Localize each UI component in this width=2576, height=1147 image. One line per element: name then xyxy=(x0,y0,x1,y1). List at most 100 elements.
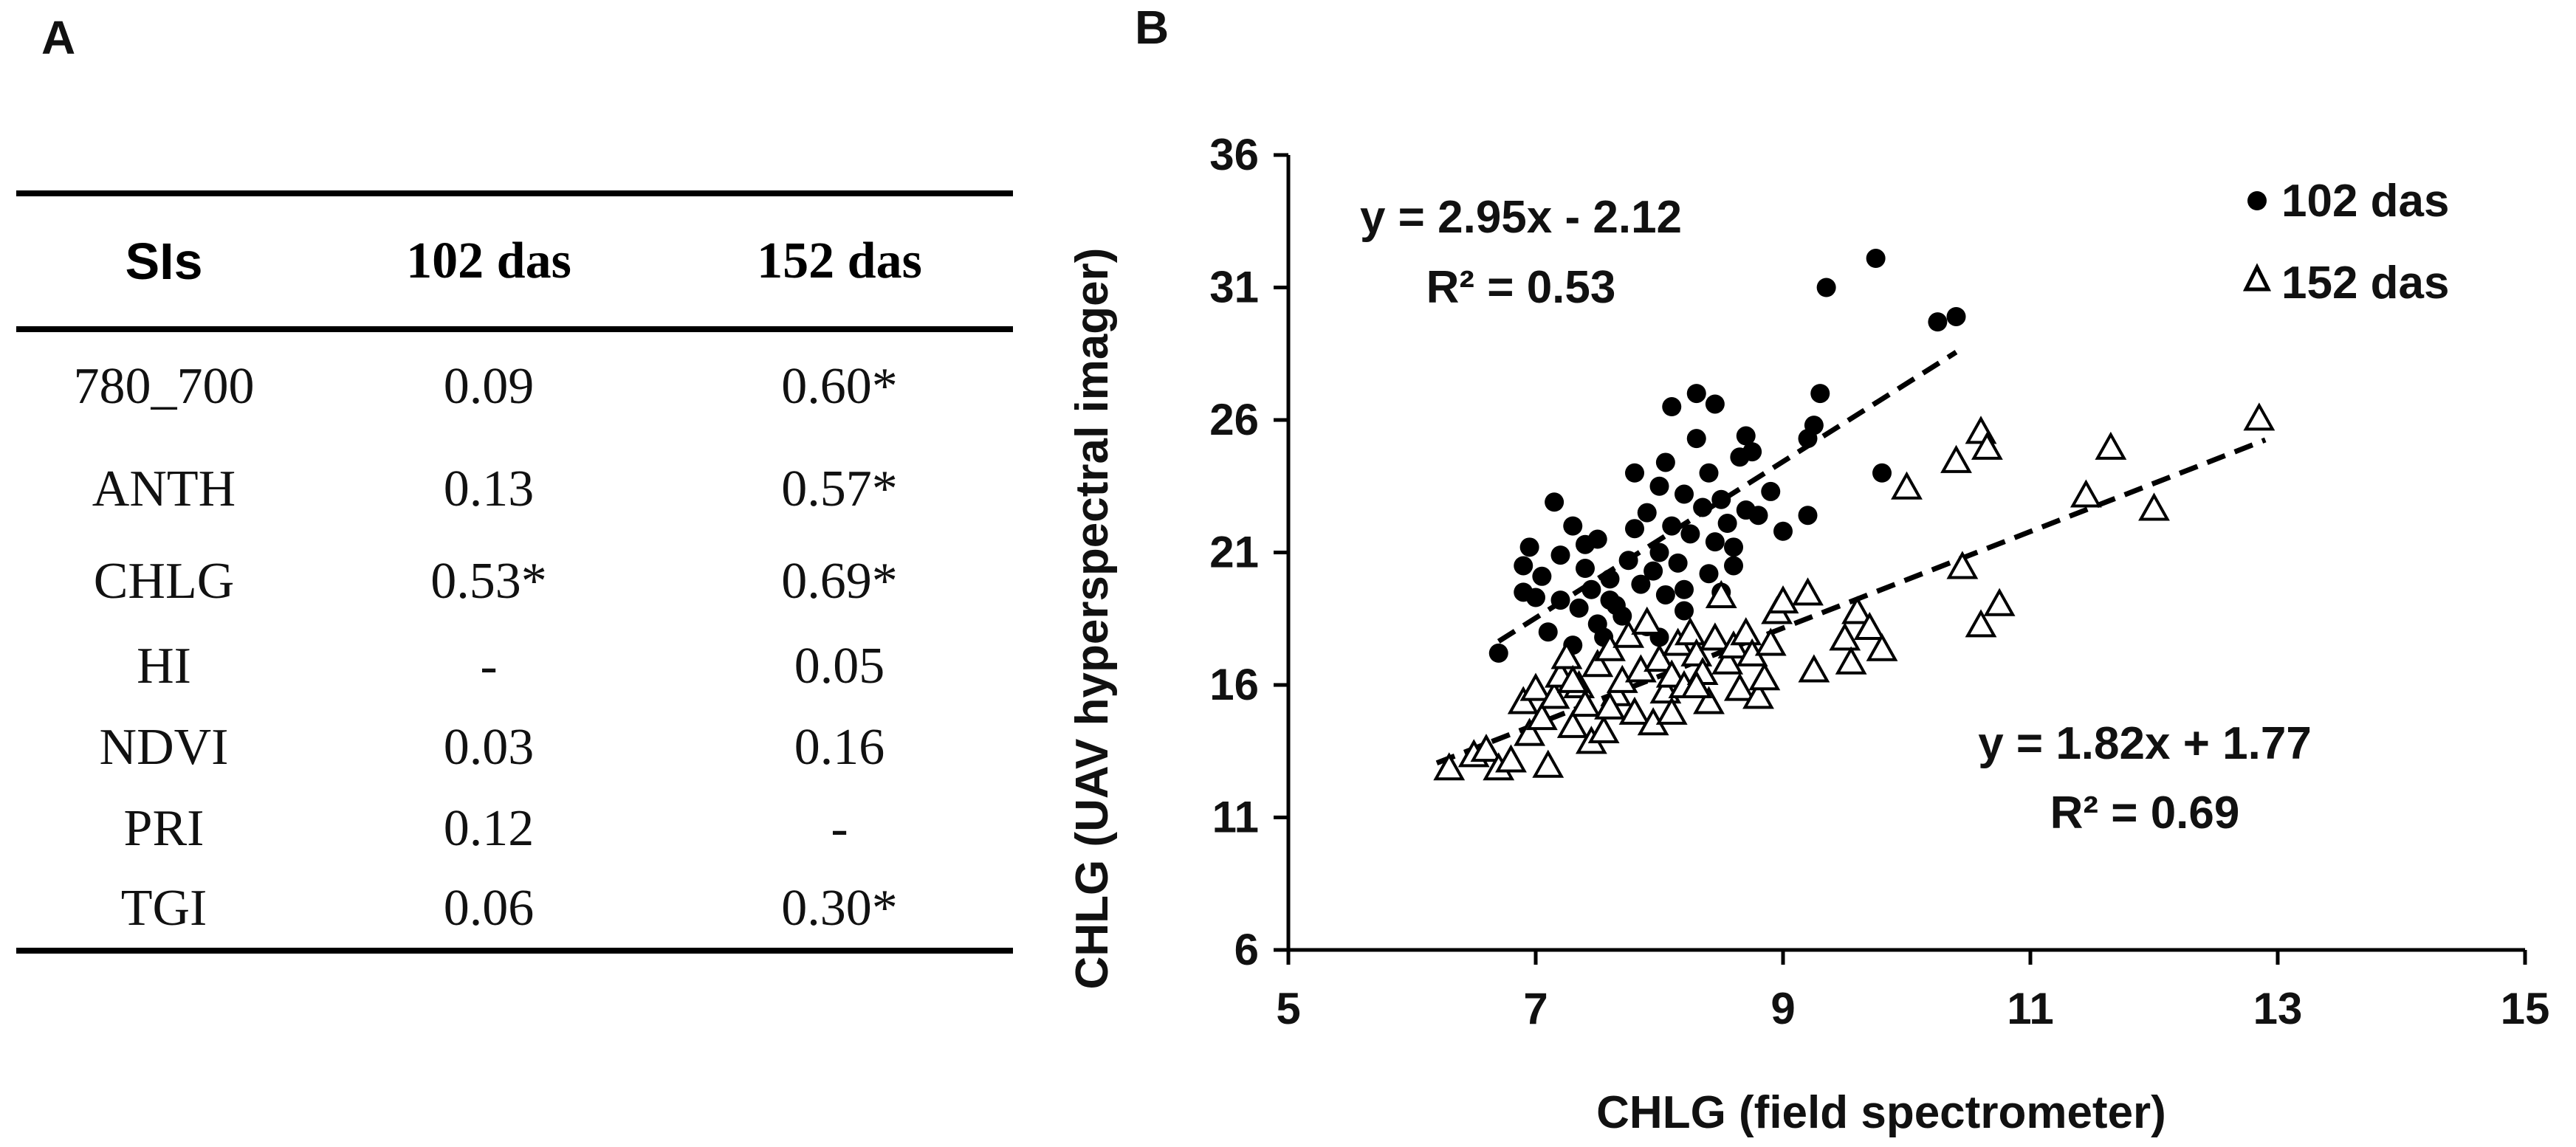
legend-label-102-das: 102 das xyxy=(2281,176,2450,227)
x-tick-label: 15 xyxy=(2501,984,2550,1033)
data-point-152-das xyxy=(1569,689,1601,717)
data-point-152-das xyxy=(2138,492,2170,521)
data-point-152-das xyxy=(2070,479,2102,508)
data-point-102-das xyxy=(1625,463,1644,483)
table-cell: TGI xyxy=(120,880,207,937)
table-cell: 0.12 xyxy=(443,800,535,857)
y-tick-label: 6 xyxy=(1234,925,1259,974)
data-point-102-das xyxy=(1538,622,1558,642)
data-point-102-das xyxy=(1550,545,1570,565)
data-point-152-das xyxy=(1693,686,1725,714)
data-point-102-das xyxy=(1705,532,1725,552)
data-point-102-das xyxy=(1699,463,1719,483)
data-point-102-das xyxy=(1625,519,1644,539)
table-cell: 0.30* xyxy=(781,880,898,937)
data-point-102-das xyxy=(1644,561,1663,581)
data-point-152-das xyxy=(1532,749,1565,778)
data-point-102-das xyxy=(1649,542,1669,562)
data-point-152-das xyxy=(1711,646,1744,675)
table-cell: PRI xyxy=(123,800,205,857)
data-point-102-das xyxy=(1637,503,1657,523)
data-point-152-das xyxy=(1655,696,1688,725)
table-row: HI - 0.05 xyxy=(16,626,1013,707)
table-cell: ANTH xyxy=(92,461,236,517)
table-cell: 0.53* xyxy=(430,553,547,610)
table-cell: - xyxy=(831,800,848,857)
correlation-table: SIs 102 das 152 das 780_700 0.09 0.60* A… xyxy=(16,190,1013,954)
table-row: TGI 0.06 0.30* xyxy=(16,869,1013,951)
data-point-102-das xyxy=(1576,534,1595,554)
data-point-152-das xyxy=(1594,691,1626,720)
data-point-102-das xyxy=(1649,476,1669,496)
table-cell: 0.09 xyxy=(443,358,535,415)
data-point-152-das xyxy=(2243,402,2276,431)
y-tick-label: 31 xyxy=(1209,263,1259,312)
data-point-152-das xyxy=(1655,659,1688,688)
data-point-102-das xyxy=(1872,463,1892,483)
data-point-102-das xyxy=(1550,590,1570,610)
data-point-102-das xyxy=(1545,492,1565,512)
data-point-152-das xyxy=(1730,617,1762,646)
data-point-102-das xyxy=(1526,588,1545,607)
table-cell: 0.57* xyxy=(781,461,898,517)
data-point-152-das xyxy=(1618,696,1651,725)
data-point-102-das xyxy=(1693,497,1713,517)
data-point-102-das xyxy=(1655,452,1675,472)
data-point-102-das xyxy=(1798,506,1818,526)
data-point-152-das xyxy=(1891,471,1923,500)
y-tick-label: 16 xyxy=(1209,660,1259,709)
data-point-102-das xyxy=(1519,537,1539,557)
data-point-152-das xyxy=(1433,752,1466,781)
y-axis-title: CHLG (UAV hyperspectral imager) xyxy=(1067,248,1118,990)
data-point-152-das xyxy=(1754,627,1787,656)
data-point-102-das xyxy=(1928,312,1948,332)
data-point-152-das xyxy=(1644,644,1675,672)
data-point-152-das xyxy=(1525,702,1558,731)
data-point-102-das xyxy=(1600,569,1620,589)
y-tick-label: 11 xyxy=(1212,793,1259,842)
data-point-102-das xyxy=(1736,426,1756,446)
data-point-152-das xyxy=(1699,622,1731,651)
x-tick-label: 5 xyxy=(1276,984,1300,1033)
table-header-row: SIs 102 das 152 das xyxy=(16,193,1013,329)
data-point-102-das xyxy=(1724,556,1743,576)
equation-152-das: y = 1.82x + 1.77 xyxy=(1978,718,2312,769)
data-point-152-das xyxy=(1971,431,2003,460)
table-row: ANTH 0.13 0.57* xyxy=(16,441,1013,537)
data-point-102-das xyxy=(1675,601,1694,621)
data-point-102-das xyxy=(1675,484,1694,504)
data-point-152-das xyxy=(1946,551,1979,579)
data-point-102-das xyxy=(1675,579,1694,599)
data-point-102-das xyxy=(1662,516,1682,536)
table-row: NDVI 0.03 0.16 xyxy=(16,707,1013,788)
data-point-152-das xyxy=(1587,714,1620,744)
data-point-152-das xyxy=(1556,709,1589,738)
table-cell: 0.03 xyxy=(443,719,535,776)
data-point-102-das xyxy=(1724,537,1743,557)
data-point-152-das xyxy=(2095,431,2127,460)
table: SIs 102 das 152 das 780_700 0.09 0.60* A… xyxy=(16,190,1013,954)
table-cell: 0.05 xyxy=(794,638,885,695)
data-point-102-das xyxy=(1761,481,1781,501)
data-point-152-das xyxy=(1514,717,1546,746)
x-tick-label: 7 xyxy=(1523,984,1548,1033)
data-point-102-das xyxy=(1532,566,1552,586)
table-cell: HI xyxy=(137,638,191,695)
data-point-102-das xyxy=(1618,551,1638,571)
table-row: PRI 0.12 - xyxy=(16,788,1013,869)
data-point-152-das xyxy=(1680,669,1713,698)
data-point-102-das xyxy=(1563,516,1583,536)
data-point-152-das xyxy=(1742,681,1774,709)
data-point-102-das xyxy=(1804,416,1824,435)
data-point-152-das xyxy=(1470,734,1502,762)
data-point-152-das xyxy=(1519,672,1552,701)
y-tick-label: 26 xyxy=(1209,395,1259,444)
data-point-152-das xyxy=(1835,646,1867,675)
axes: 6 11 16 21 26 31 36 5 7 9 11 13 15 xyxy=(1209,130,2549,1033)
x-tick-label: 13 xyxy=(2253,984,2303,1033)
data-point-102-das xyxy=(1816,278,1836,297)
data-point-152-das xyxy=(1767,585,1799,614)
data-point-152-das xyxy=(1538,681,1570,709)
data-point-102-das xyxy=(1576,559,1595,579)
